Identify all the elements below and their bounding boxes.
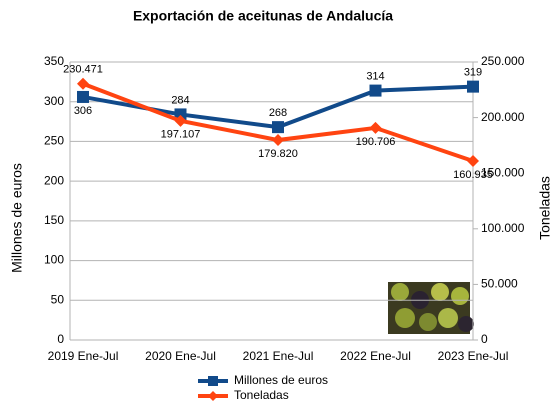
marker [174,108,187,121]
data-label: 179.820 [258,148,298,160]
y-tick-label: 200 [44,173,64,187]
marker [272,134,284,147]
marker [77,77,89,90]
y-tick-label: 150 [44,213,64,227]
y-axis-label: Millones de euros [9,163,25,273]
y2-tick-label: 150.000 [481,165,525,179]
y-tick-label: 0 [57,332,64,346]
marker [369,121,382,134]
chart-title: Exportación de aceitunas de Andalucía [133,8,393,24]
legend-marker [208,376,218,386]
y-tick-label: 50 [51,292,65,306]
y2-tick-label: 200.000 [481,110,525,124]
data-label: 197.107 [161,129,201,141]
legend-label: Millones de euros [234,373,328,387]
data-label: 160.935 [453,169,493,181]
y2-tick-label: 250.000 [481,54,525,68]
data-label: 306 [74,105,92,117]
x-tick-label: 2021 Ene-Jul [243,349,314,363]
data-label: 319 [464,67,482,79]
olive-photo [388,282,474,334]
y2-tick-label: 0 [481,332,488,346]
y-tick-label: 350 [44,54,64,68]
marker [174,114,187,127]
y2-tick-label: 50.000 [481,277,518,291]
legend-marker [208,391,218,401]
legend-label: Toneladas [234,388,289,401]
y2-axis-label: Toneladas [537,176,553,240]
data-label: 314 [366,71,384,83]
marker [467,80,479,93]
marker [467,155,479,168]
data-label: 268 [269,107,287,119]
data-label: 284 [171,94,189,106]
data-label: 190.706 [356,136,396,148]
x-tick-label: 2020 Ene-Jul [145,349,216,363]
data-label: 230.471 [63,64,103,76]
y-tick-label: 100 [44,253,64,267]
y-tick-label: 250 [44,134,64,148]
x-tick-label: 2019 Ene-Jul [48,349,119,363]
x-tick-label: 2023 Ene-Jul [438,349,509,363]
marker [272,121,284,134]
y2-tick-label: 100.000 [481,221,525,235]
marker [369,84,382,97]
x-tick-label: 2022 Ene-Jul [340,349,411,363]
marker [77,90,89,103]
y-tick-label: 300 [44,94,64,108]
